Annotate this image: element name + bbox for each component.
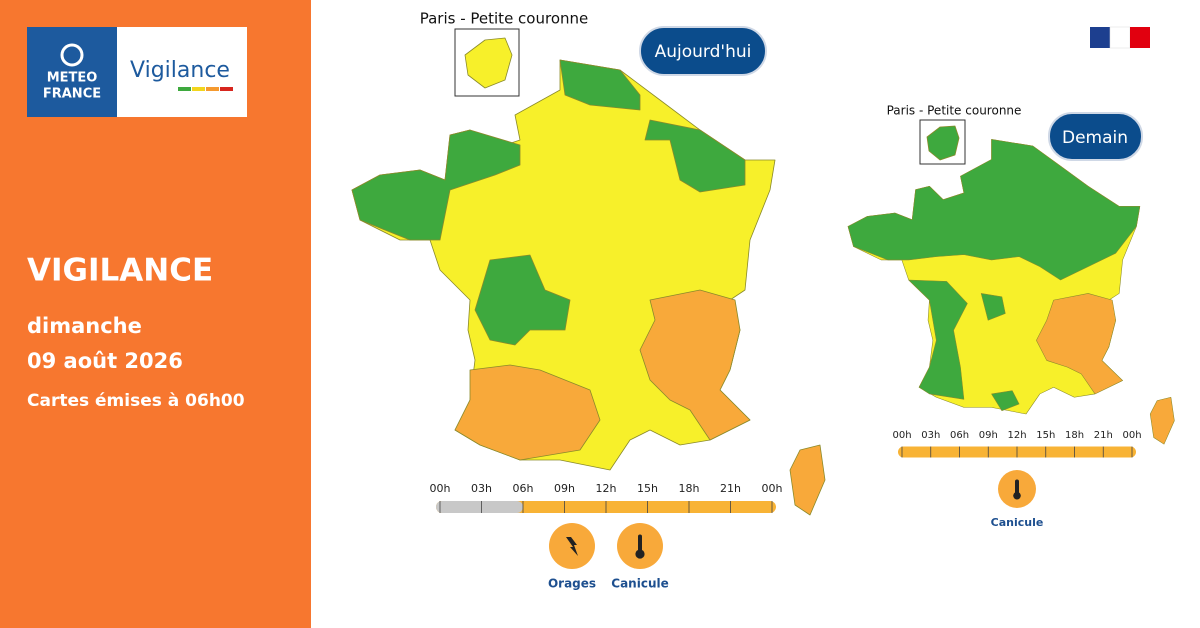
flag-white [1109, 26, 1131, 49]
day-button [1048, 112, 1143, 161]
timeline-tick-label: 06h [513, 482, 534, 495]
timeline-tick-label: 00h [1122, 430, 1141, 441]
hazard-icon [549, 523, 595, 569]
zone-green [559, 59, 641, 111]
hazard-symbol [635, 549, 645, 559]
timeline-tick-label: 00h [892, 430, 911, 441]
zone-green [847, 139, 1141, 281]
map-tomorrow-labels: Paris - Petite couronne Demain [887, 104, 1143, 165]
logo-emblem [60, 43, 84, 67]
timeline-tick-label: 09h [979, 430, 998, 441]
logo-brand-box [27, 27, 117, 117]
timeline-tick-label: 03h [471, 482, 492, 495]
timeline-tick-label: 15h [1036, 430, 1055, 441]
timeline-tick-label: 03h [921, 430, 940, 441]
logo-bar [178, 87, 191, 91]
corsica [1149, 397, 1175, 445]
zone-green [351, 129, 521, 241]
timeline-tick-label: 21h [720, 482, 741, 495]
hazard-symbol [1015, 479, 1019, 495]
hazard-symbol [1013, 491, 1021, 500]
timeline-tick-label: 12h [596, 482, 617, 495]
map-today: Paris - Petite couronne Aujourd'hui [351, 10, 826, 516]
sidebar-date: 09 août 2026 [27, 349, 183, 373]
logo-bar [192, 87, 205, 91]
sidebar-heading: VIGILANCE [27, 253, 213, 289]
timeline-tick-label: 00h [430, 482, 451, 495]
timeline-tick-label: 18h [679, 482, 700, 495]
timeline-past [436, 501, 523, 513]
hazard-symbol [566, 537, 578, 556]
timeline-tick-label: 21h [1094, 430, 1113, 441]
timeline-tick-label: 12h [1007, 430, 1026, 441]
zone-orange [1036, 293, 1123, 395]
hazard-label: Canicule [611, 577, 668, 591]
zone-green [980, 293, 1006, 321]
hazard-label: Canicule [991, 516, 1044, 529]
logo-bar [206, 87, 219, 91]
logo-brand-line: METEO [47, 71, 98, 86]
inset-label: Paris - Petite couronne [420, 10, 589, 28]
zone-orange [454, 364, 601, 461]
zone-green [908, 279, 968, 400]
map-tomorrow [847, 139, 1175, 445]
zone-green [991, 390, 1020, 411]
logo-product: Vigilance [130, 58, 230, 83]
zone-green [474, 254, 571, 346]
republic-logo [1090, 26, 1150, 49]
sidebar-issued: Cartes émises à 06h00 [27, 391, 245, 411]
logo-brand-line: FRANCE [43, 87, 101, 102]
day-label: Aujourd'hui [655, 42, 752, 62]
flag-blue [1090, 27, 1110, 48]
zone-green [644, 119, 746, 193]
timeline-tick-label: 18h [1065, 430, 1084, 441]
inset-map [464, 37, 513, 89]
zone-orange [639, 289, 751, 441]
day-label: Demain [1062, 128, 1128, 148]
inset-map [926, 125, 960, 161]
hazard-label: Orages [548, 577, 596, 591]
inset-label: Paris - Petite couronne [887, 104, 1022, 118]
logo: METEO FRANCE Vigilance [27, 27, 247, 117]
day-button [639, 26, 767, 76]
timeline-tick-label: 00h [762, 482, 783, 495]
logo-bar [220, 87, 233, 91]
timeline-tick-label: 15h [637, 482, 658, 495]
corsica [789, 444, 826, 516]
timeline-tick-label: 09h [554, 482, 575, 495]
sidebar-day: dimanche [27, 314, 142, 338]
flag-red [1130, 27, 1150, 48]
hazard-symbol [638, 534, 642, 553]
timeline-tick-label: 06h [950, 430, 969, 441]
